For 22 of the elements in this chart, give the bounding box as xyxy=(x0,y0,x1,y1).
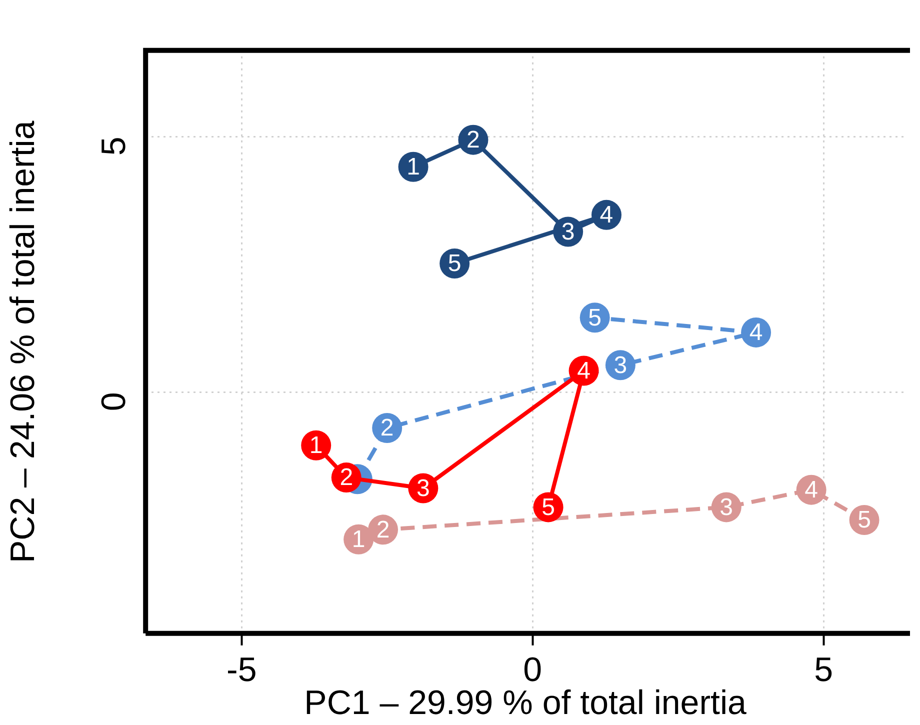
annotation: 4 xyxy=(804,476,818,504)
annotation: 5 xyxy=(858,506,871,534)
annotation: 2 xyxy=(376,516,390,544)
y-axis-title: PC2 – 24.06 % of total inertia xyxy=(4,120,42,564)
x-tick-label: -5 xyxy=(226,651,257,690)
annotation: 2 xyxy=(466,126,480,154)
annotation: 4 xyxy=(600,202,614,229)
annotation: 3 xyxy=(720,494,734,521)
annotation: 5 xyxy=(448,250,462,278)
annotation: 4 xyxy=(749,319,763,346)
annotation: 3 xyxy=(416,474,430,502)
annotation: 2 xyxy=(380,414,394,442)
annotation: 1 xyxy=(406,154,420,181)
annotation: 1 xyxy=(309,432,323,459)
annotation: 3 xyxy=(561,218,575,246)
annotation: 2 xyxy=(340,464,354,492)
annotation: 1 xyxy=(352,526,366,554)
x-tick-label: 5 xyxy=(814,651,833,690)
annotation: 5 xyxy=(542,494,555,521)
annotation: 4 xyxy=(577,357,590,384)
annotation: 3 xyxy=(614,352,628,379)
annotation: 5 xyxy=(588,304,602,332)
